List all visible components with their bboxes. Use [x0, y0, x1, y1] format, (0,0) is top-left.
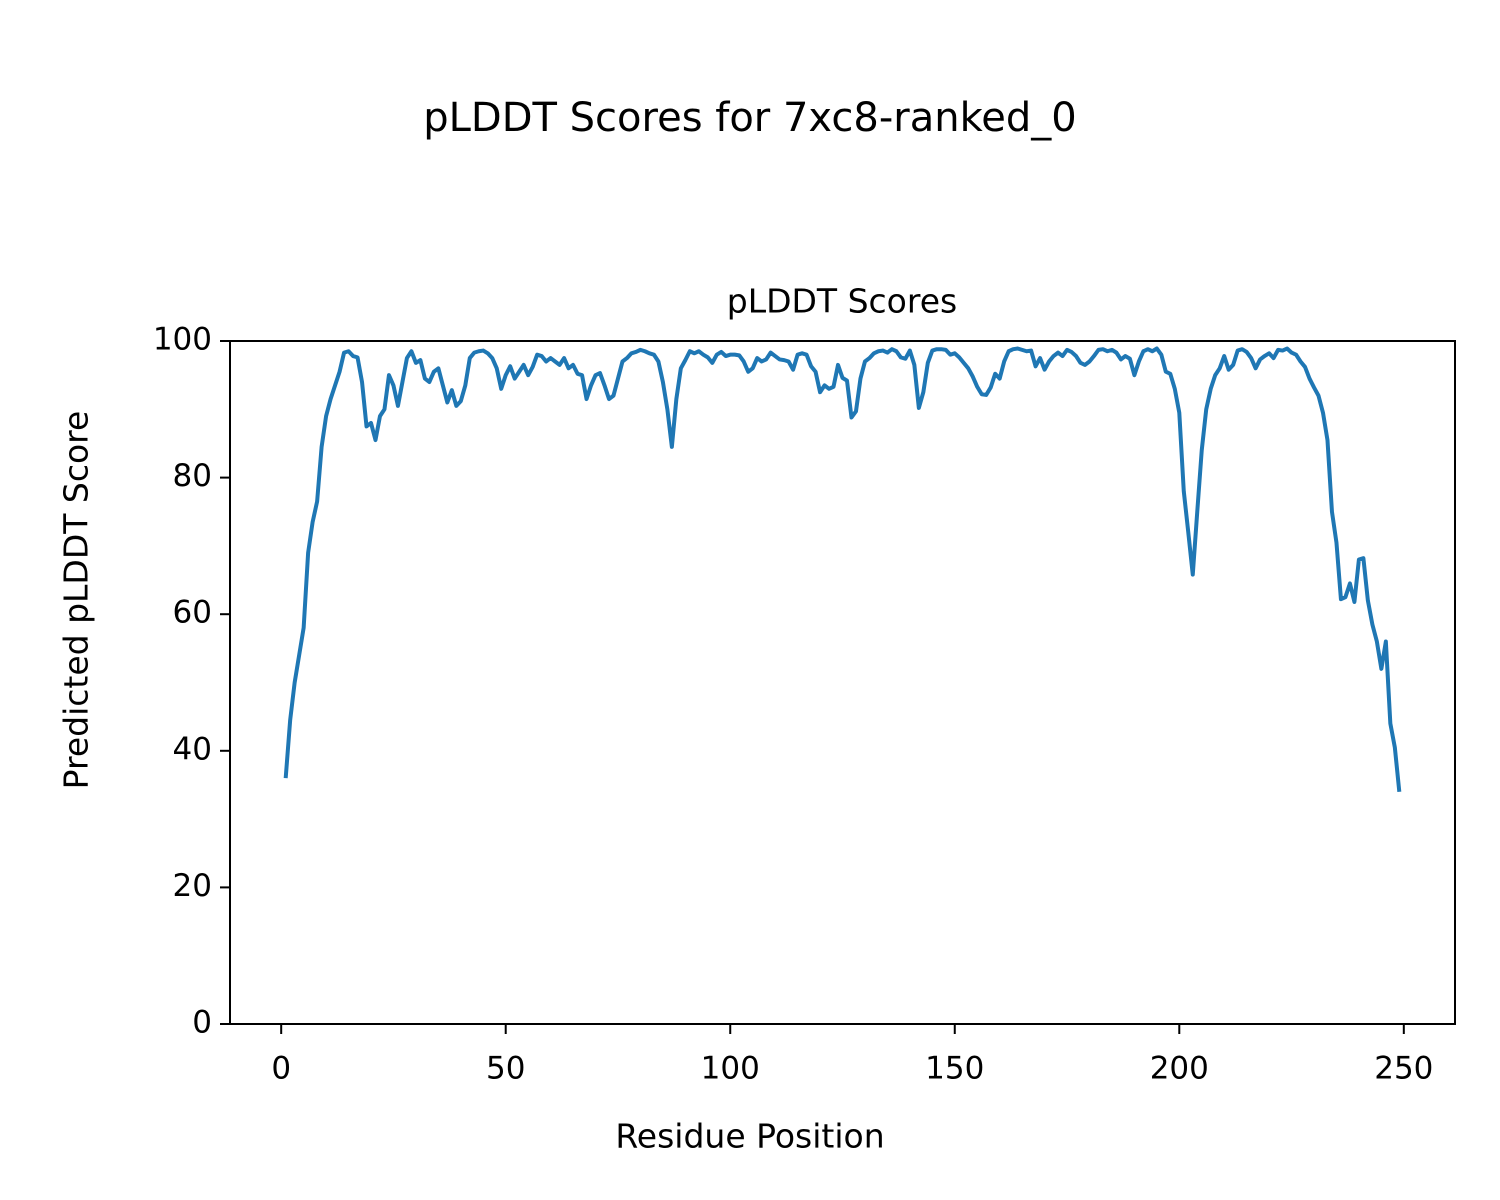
- chart-title: pLDDT Scores for 7xc8-ranked_0: [423, 95, 1077, 141]
- y-axis-label: Predicted pLDDT Score: [57, 411, 96, 790]
- x-axis-label: Residue Position: [615, 1117, 884, 1156]
- x-tick-label: 200: [1150, 1051, 1209, 1087]
- data-line: [283, 346, 1402, 792]
- x-tick-label: 100: [701, 1051, 760, 1087]
- x-tick-label: 0: [271, 1051, 291, 1087]
- y-tick-label: 20: [173, 868, 212, 904]
- plot-frame: [229, 340, 1456, 1025]
- y-tick-label: 80: [173, 458, 212, 494]
- y-tick-label: 40: [173, 731, 212, 767]
- y-tick-label: 60: [173, 595, 212, 631]
- x-tick-label: 150: [925, 1051, 984, 1087]
- x-tick-label: 250: [1374, 1051, 1433, 1087]
- y-tick-label: 100: [153, 322, 212, 358]
- x-tick-label: 50: [486, 1051, 525, 1087]
- y-tick-label: 0: [192, 1005, 212, 1041]
- axes-title: pLDDT Scores: [727, 282, 957, 321]
